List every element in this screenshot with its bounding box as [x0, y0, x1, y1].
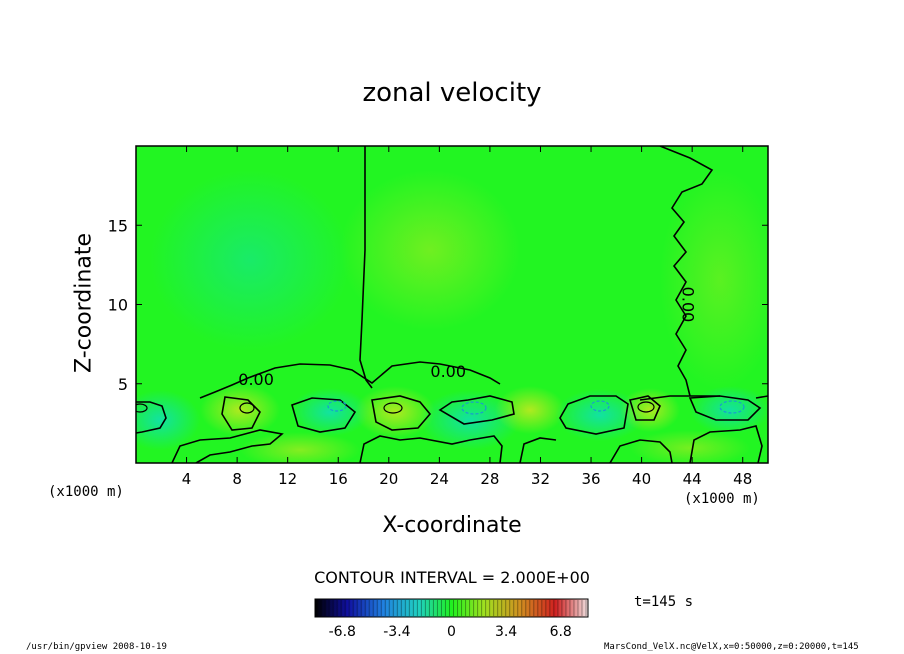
zero-contour	[559, 395, 629, 435]
x-tick-label: 16	[329, 470, 348, 488]
zero-contours	[136, 146, 768, 463]
velocity-field: 0.00 0.00 0.00	[136, 146, 768, 463]
x-tick-label: 36	[581, 470, 600, 488]
colorbar-tick-label: 0	[447, 624, 456, 640]
x-tick-label: 48	[733, 470, 752, 488]
x-unit-label-right: (x1000 m)	[684, 491, 760, 507]
zero-contour	[359, 435, 503, 463]
y-tick-label: 15	[108, 216, 128, 235]
zero-contour	[628, 395, 661, 421]
x-tick-label: 4	[182, 470, 192, 488]
chart-title: zonal velocity	[362, 78, 542, 108]
field-positive-region	[620, 388, 680, 432]
colorbar-tick-label: -6.8	[329, 624, 356, 640]
field-positive-region	[240, 432, 360, 463]
field-negative-region	[420, 390, 520, 450]
colorbar-tick-label: 6.8	[550, 624, 572, 640]
x-axis: 4 8 12 16 20 24 28 32 36 40 44 48	[182, 146, 752, 488]
x-axis-label: X-coordinate	[382, 513, 522, 538]
zero-contour	[371, 395, 432, 431]
negative-contour	[327, 400, 347, 412]
footer-program-info: /usr/bin/gpview 2008-10-19	[26, 642, 167, 652]
y-axis: 5 10 15	[108, 216, 768, 394]
field-negative-region	[136, 390, 200, 450]
positive-contour	[239, 402, 255, 414]
contour-label: 0.00	[430, 362, 466, 381]
zero-contour	[438, 395, 515, 425]
field-positive-region	[630, 430, 750, 463]
colorbar-gradient	[314, 598, 589, 618]
negative-contour	[590, 400, 610, 412]
x-tick-label: 32	[531, 470, 550, 488]
field-negative-region	[690, 386, 768, 434]
zero-contour	[221, 396, 261, 431]
x-unit-label-left: (x1000 m)	[48, 484, 124, 500]
zero-contour	[639, 395, 720, 401]
x-tick-label: 40	[632, 470, 651, 488]
colorbar: -6.8 -3.4 0 3.4 6.8	[314, 598, 589, 640]
x-tick-label: 12	[278, 470, 297, 488]
footer-data-source: MarsCond_VelX.nc@VelX,x=0:50000,z=0:2000…	[604, 642, 859, 652]
zero-contour	[136, 401, 167, 434]
zero-contour	[291, 397, 357, 433]
zero-contour	[659, 146, 714, 397]
negative-contour	[719, 400, 745, 414]
field-positive-region	[660, 170, 768, 390]
field-positive-region	[495, 386, 565, 434]
zero-contour	[171, 429, 284, 463]
y-tick-label: 5	[118, 375, 128, 394]
x-tick-label: 20	[379, 470, 398, 488]
positive-contour	[637, 401, 655, 413]
contour-label: 0.00	[678, 287, 697, 323]
x-tick-label: 8	[232, 470, 242, 488]
zero-contour	[359, 146, 373, 389]
negative-contour	[461, 401, 487, 415]
x-tick-label: 28	[480, 470, 499, 488]
field-negative-region	[150, 170, 350, 350]
zero-contour	[519, 437, 557, 463]
zero-contour	[755, 395, 768, 399]
x-tick-label: 44	[683, 470, 702, 488]
negative-contours	[327, 400, 745, 415]
zero-contour	[199, 361, 501, 399]
positive-contours	[136, 401, 655, 414]
positive-contour	[383, 402, 403, 414]
x-tick-label: 24	[430, 470, 449, 488]
y-axis-label: Z-coordinate	[71, 233, 97, 373]
zero-contour	[689, 425, 763, 463]
y-tick-label: 10	[108, 296, 128, 315]
contour-interval-note: CONTOUR INTERVAL = 2.000E+00	[314, 568, 590, 587]
time-label: t=145 s	[634, 594, 694, 610]
zero-contour	[609, 439, 673, 463]
zero-contour	[688, 395, 762, 421]
colorbar-tick-label: -3.4	[383, 624, 410, 640]
colorbar-tick-label: 3.4	[495, 624, 517, 640]
contour-label: 0.00	[238, 370, 274, 389]
positive-contour	[136, 403, 148, 413]
field-positive-region	[340, 170, 520, 330]
field-negative-region	[290, 388, 370, 436]
